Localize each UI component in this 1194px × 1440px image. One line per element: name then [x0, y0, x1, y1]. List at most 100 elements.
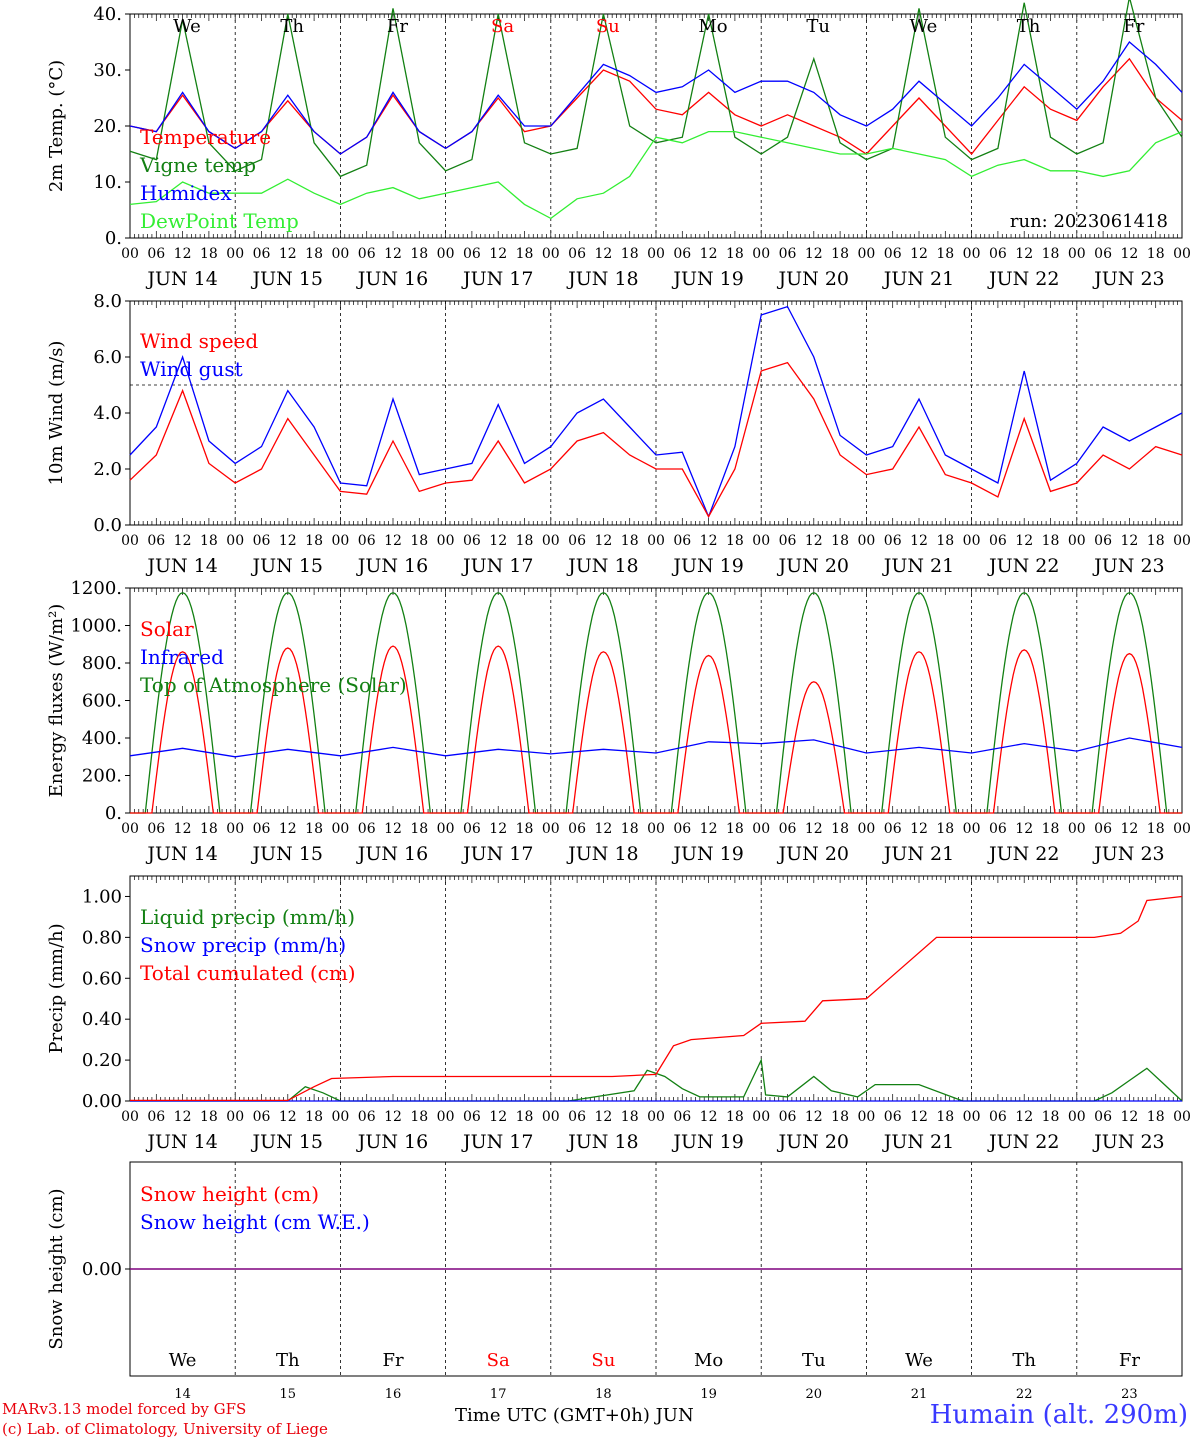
y-tick-label: 600.: [82, 691, 122, 712]
hour-tick-label: 12: [1120, 533, 1138, 549]
hour-tick-label: 18: [621, 533, 639, 549]
hour-tick-label: 06: [884, 821, 902, 837]
date-label: JUN 22: [987, 843, 1059, 865]
hour-tick-label: 12: [700, 1109, 718, 1125]
hour-tick-label: 00: [121, 821, 139, 837]
weekday-label-top: Su: [596, 16, 620, 37]
hour-tick-label: 18: [1042, 246, 1060, 262]
hour-tick-label: 12: [279, 533, 297, 549]
hour-tick-label: 00: [121, 246, 139, 262]
day-number-label: 15: [280, 1387, 297, 1402]
y-tick-label: 0.0: [93, 515, 122, 536]
hour-tick-label: 12: [489, 246, 507, 262]
hour-tick-label: 00: [647, 246, 665, 262]
hour-tick-label: 00: [857, 246, 875, 262]
hour-tick-label: 18: [726, 1109, 744, 1125]
date-label: JUN 21: [882, 1131, 954, 1153]
hour-tick-label: 12: [489, 533, 507, 549]
date-label: JUN 23: [1092, 268, 1164, 290]
hour-tick-label: 06: [253, 246, 271, 262]
hour-tick-label: 12: [1015, 246, 1033, 262]
hour-tick-label: 12: [1015, 533, 1033, 549]
day-number-label: 16: [385, 1387, 402, 1402]
y-tick-label: 40.: [93, 4, 122, 25]
hour-tick-label: 18: [410, 1109, 428, 1125]
y-tick-label: 10.: [93, 172, 122, 193]
weekday-label-top: Sa: [491, 16, 514, 37]
hour-tick-label: 12: [384, 246, 402, 262]
hour-tick-label: 00: [1173, 246, 1191, 262]
legend-wind-speed: Wind speed: [140, 329, 258, 353]
series-infrared: [129, 737, 1183, 758]
hour-tick-label: 18: [831, 821, 849, 837]
hour-tick-label: 18: [621, 821, 639, 837]
hour-tick-label: 06: [673, 821, 691, 837]
weekday-label-bottom: Th: [276, 1350, 300, 1371]
weekday-label-top: We: [910, 16, 938, 37]
model-credit: MARv3.13 model forced by GFS: [2, 1400, 247, 1418]
weekday-label-top: Fr: [1123, 16, 1144, 37]
hour-tick-label: 18: [516, 1109, 534, 1125]
hour-tick-label: 06: [1094, 246, 1112, 262]
hour-tick-label: 06: [253, 1109, 271, 1125]
date-label: JUN 15: [251, 1131, 323, 1153]
hour-tick-label: 00: [1068, 1109, 1086, 1125]
hour-tick-label: 06: [358, 821, 376, 837]
hour-tick-label: 12: [279, 246, 297, 262]
hour-tick-label: 18: [726, 533, 744, 549]
y-axis-label: Energy fluxes (W/m²): [46, 604, 67, 798]
date-label: JUN 20: [777, 843, 849, 865]
hour-tick-label: 06: [463, 246, 481, 262]
hour-tick-label: 00: [331, 1109, 349, 1125]
hour-tick-label: 00: [331, 246, 349, 262]
date-label: JUN 19: [671, 843, 743, 865]
hour-tick-label: 00: [121, 1109, 139, 1125]
lab-credit: (c) Lab. of Climatology, University of L…: [2, 1420, 328, 1438]
hour-tick-label: 06: [147, 533, 165, 549]
date-label: JUN 23: [1092, 1131, 1164, 1153]
series-humidex: [129, 41, 1183, 155]
hour-tick-label: 12: [174, 1109, 192, 1125]
y-tick-label: 4.0: [93, 403, 122, 424]
hour-tick-label: 00: [647, 1109, 665, 1125]
hour-tick-label: 06: [1094, 1109, 1112, 1125]
panel-3-frame: [129, 587, 1183, 814]
date-label: JUN 18: [566, 268, 638, 290]
y-tick-label: 400.: [82, 728, 122, 749]
hour-tick-label: 06: [358, 246, 376, 262]
hour-tick-label: 00: [752, 246, 770, 262]
hour-tick-label: 06: [989, 1109, 1007, 1125]
hour-tick-label: 18: [726, 821, 744, 837]
hour-tick-label: 12: [174, 246, 192, 262]
date-label: JUN 14: [145, 555, 217, 577]
hour-tick-label: 12: [700, 533, 718, 549]
y-tick-label: 200.: [82, 766, 122, 787]
hour-tick-label: 12: [805, 821, 823, 837]
hour-tick-label: 18: [726, 246, 744, 262]
hour-tick-label: 00: [647, 821, 665, 837]
series-wind-speed: [129, 361, 1183, 518]
date-label: JUN 16: [356, 555, 428, 577]
hour-tick-label: 18: [305, 246, 323, 262]
hour-tick-label: 12: [174, 821, 192, 837]
hour-tick-label: 18: [200, 533, 218, 549]
hour-tick-label: 12: [279, 1109, 297, 1125]
weekday-label-bottom: Th: [1012, 1350, 1036, 1371]
weekday-label-top: Th: [1017, 16, 1041, 37]
hour-tick-label: 12: [910, 246, 928, 262]
hour-tick-label: 18: [516, 821, 534, 837]
hour-tick-label: 00: [963, 1109, 981, 1125]
hour-tick-label: 00: [857, 533, 875, 549]
hour-tick-label: 18: [936, 246, 954, 262]
date-label: JUN 14: [145, 268, 217, 290]
hour-tick-label: 00: [1173, 821, 1191, 837]
hour-tick-label: 12: [1015, 1109, 1033, 1125]
hour-tick-label: 06: [463, 821, 481, 837]
hour-tick-label: 00: [331, 821, 349, 837]
hour-tick-label: 06: [779, 533, 797, 549]
hour-tick-label: 06: [884, 533, 902, 549]
hour-tick-label: 00: [542, 1109, 560, 1125]
hour-tick-label: 06: [779, 821, 797, 837]
hour-tick-label: 00: [1068, 533, 1086, 549]
hour-tick-label: 12: [805, 1109, 823, 1125]
